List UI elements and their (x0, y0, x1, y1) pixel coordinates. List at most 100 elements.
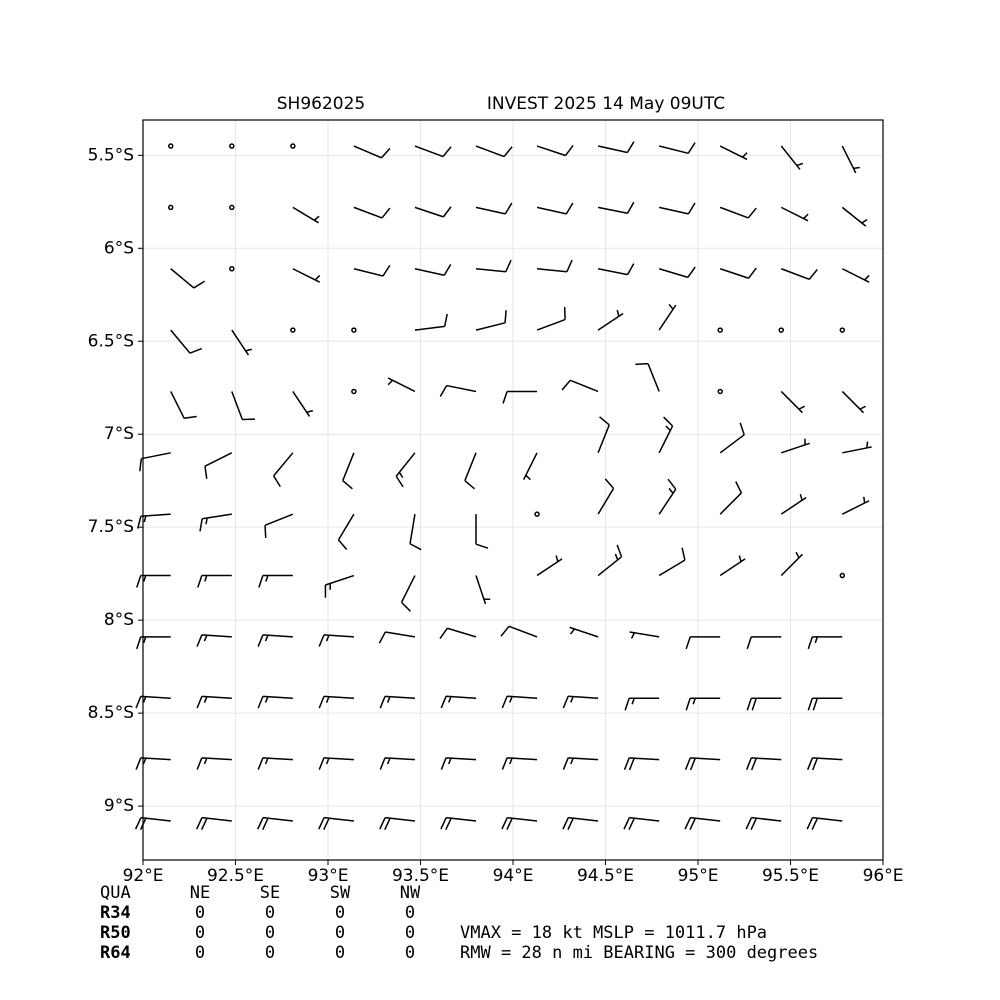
wind-barb (414, 206, 452, 218)
wind-barb (597, 478, 615, 515)
wind-barb (685, 697, 721, 711)
wind-barb (440, 695, 477, 709)
wind-barb (807, 636, 843, 650)
x-tick-label: 92°E (123, 866, 164, 886)
wind-barb (135, 695, 171, 709)
table-cell: 0 (265, 943, 275, 963)
y-tick-label: 7.5°S (88, 517, 134, 537)
x-tick-label: 95.5°E (762, 866, 819, 886)
wind-barb (781, 438, 810, 454)
calm-circle (351, 327, 357, 333)
wind-barb (139, 452, 171, 472)
y-tick-label: 5.5°S (88, 145, 134, 165)
wind-barb (684, 816, 721, 830)
wind-barb (719, 145, 748, 161)
wind-barb (624, 697, 660, 711)
table-cell: 0 (195, 903, 205, 923)
wind-barb (439, 384, 477, 397)
wind-barb (685, 636, 721, 650)
wind-barb (536, 144, 574, 157)
wind-barb (635, 362, 660, 392)
wind-barb (414, 264, 452, 276)
wind-barb (318, 757, 354, 770)
table-cell: 0 (335, 943, 345, 963)
table-header: SW (330, 883, 351, 903)
wind-barb (318, 634, 354, 647)
wind-barb (684, 757, 721, 771)
wind-barb (501, 816, 538, 830)
x-tick-label: 94°E (493, 866, 534, 886)
wind-barb (257, 634, 293, 647)
y-tick-label: 8°S (104, 610, 134, 630)
wind-barb (719, 267, 757, 279)
wind-barb (502, 390, 538, 404)
wind-barb (414, 145, 452, 158)
wind-barb (439, 627, 477, 640)
table-header: QUA (100, 883, 131, 903)
table-header: NW (400, 883, 421, 903)
wind-barb (536, 259, 573, 273)
wind-barb (273, 452, 294, 488)
wind-barb (658, 202, 696, 215)
wind-barb (780, 551, 803, 577)
wind-barb (475, 202, 513, 215)
calm-circle (351, 388, 357, 395)
wind-barb (342, 452, 355, 490)
wind-barb (806, 757, 843, 771)
wind-barb (409, 514, 422, 551)
wind-barb (623, 816, 660, 830)
wind-barb (231, 391, 256, 421)
wind-barb (745, 757, 782, 771)
wind-barb (841, 268, 870, 283)
wind-barb (337, 513, 355, 550)
calm-circle (534, 511, 540, 517)
wind-barb (597, 544, 623, 577)
table-cell: 0 (195, 923, 205, 943)
barbs (134, 141, 872, 830)
wind-barb (231, 329, 252, 356)
wind-barb (400, 575, 416, 612)
wind-barb (257, 695, 293, 709)
wind-barb (841, 390, 866, 414)
wind-barb (562, 695, 599, 709)
calm-circle (229, 143, 235, 149)
x-tick-label: 96°E (863, 866, 904, 886)
calm-circle (290, 143, 296, 149)
wind-barb (135, 757, 171, 770)
table-cell: 0 (335, 903, 345, 923)
wind-barb (597, 416, 610, 454)
wind-barb (170, 391, 197, 420)
wind-barb (378, 631, 416, 644)
x-tick-label: 93°E (308, 866, 349, 886)
wind-barb (807, 697, 843, 711)
wind-barb (841, 206, 868, 227)
wind-barb (536, 202, 574, 215)
calm-circle (717, 327, 723, 333)
wind-barb (136, 513, 171, 529)
wind-barb (353, 206, 391, 219)
calm-circle (290, 327, 296, 333)
wind-barb (501, 695, 538, 709)
wind-barb (746, 697, 782, 711)
y-tick-label: 6°S (104, 238, 134, 258)
wind-barb (623, 757, 660, 771)
wind-barb (379, 816, 416, 830)
wind-barb (658, 266, 696, 279)
table-cell: R34 (100, 903, 131, 923)
y-tick-label: 9°S (104, 796, 134, 816)
wind-barb (841, 496, 870, 515)
wind-barb (257, 757, 293, 770)
wind-barb (292, 206, 320, 224)
table-cell: R64 (100, 943, 131, 963)
wind-barb (719, 481, 743, 515)
table-cell: 0 (265, 923, 275, 943)
wind-barb (136, 636, 171, 650)
calm-circle (839, 572, 846, 579)
wind-barb (597, 141, 635, 154)
wind-barb (292, 391, 314, 417)
wind-barb (199, 513, 232, 532)
wind-barb (522, 452, 538, 481)
